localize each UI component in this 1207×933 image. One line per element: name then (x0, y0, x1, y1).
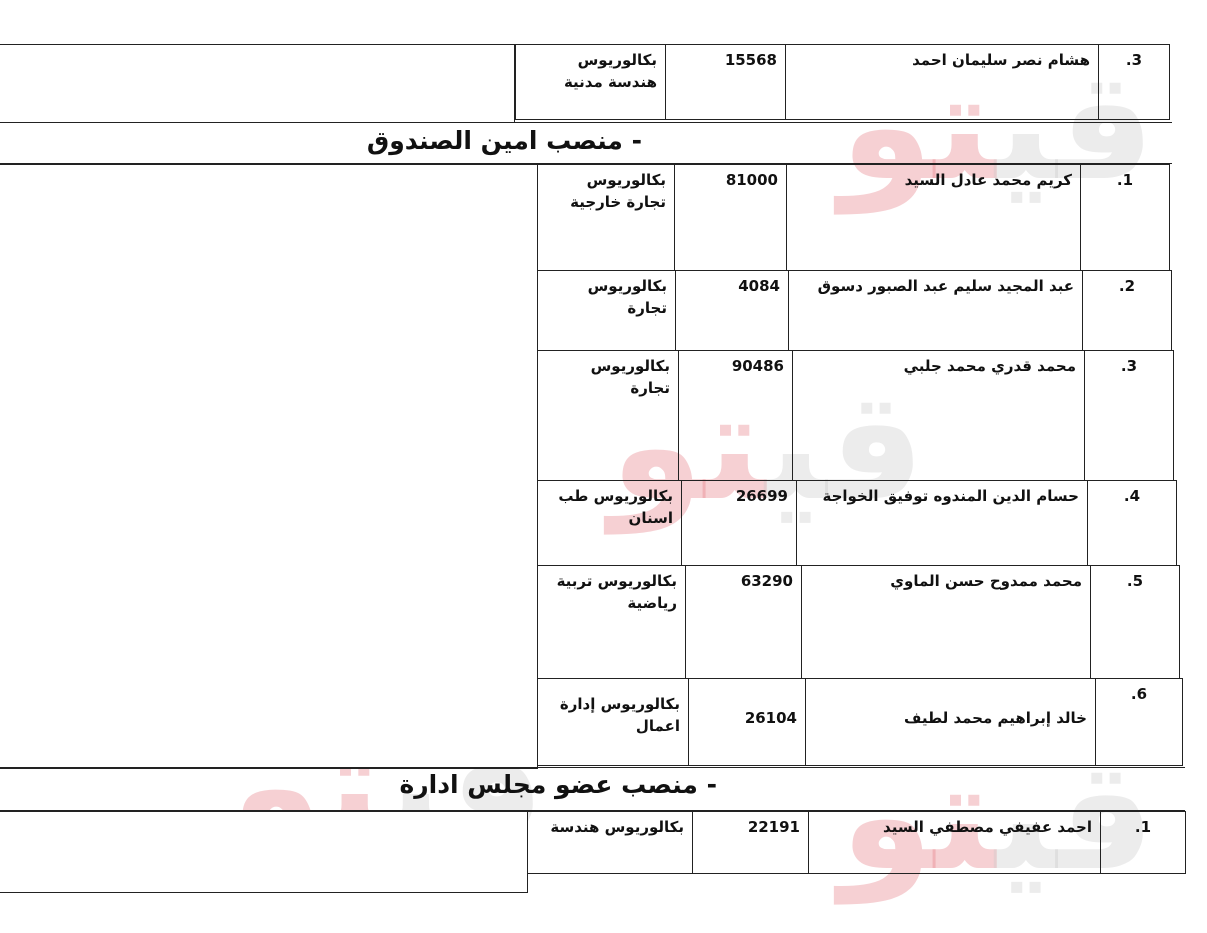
id-cell: 63290 (685, 565, 802, 679)
degree-cell: بكالوريوس تربية رياضية (537, 565, 686, 679)
name-cell: هشام نصر سليمان احمد (785, 44, 1099, 120)
row-number: 5. (1090, 565, 1180, 679)
id-cell: 15568 (665, 44, 786, 120)
section-heading-treasurer: - منصب امين الصندوق (366, 126, 642, 155)
row-number: 3. (1084, 350, 1174, 481)
blank-box (0, 811, 528, 893)
blank-box (0, 164, 538, 769)
row-number: 2. (1082, 270, 1172, 351)
degree-cell: بكالوريوس تجارة خارجية (537, 164, 675, 271)
degree-cell: بكالوريوس تجارة (537, 350, 679, 481)
divider (0, 163, 1172, 164)
divider (0, 767, 1185, 768)
id-cell: 90486 (678, 350, 793, 481)
name-cell: عبد المجيد سليم عبد الصبور دسوق (788, 270, 1083, 351)
name-cell: خالد إبراهيم محمد لطيف (805, 678, 1096, 766)
row-number: 1. (1100, 811, 1186, 874)
id-cell: 81000 (674, 164, 787, 271)
degree-cell: بكالوريوس إدارة اعمال (537, 678, 689, 766)
id-cell: 26104 (688, 678, 806, 766)
name-cell: كريم محمد عادل السيد (786, 164, 1081, 271)
name-cell: محمد ممدوح حسن الماوي (801, 565, 1091, 679)
section-heading-board: - منصب عضو مجلس ادارة (399, 770, 717, 799)
id-cell: 22191 (692, 811, 809, 874)
divider (0, 810, 1185, 811)
divider (0, 122, 1172, 123)
degree-cell: بكالوريوس طب اسنان (537, 480, 682, 566)
row-number: 1. (1080, 164, 1170, 271)
degree-cell: بكالوريوس هندسة مدنية (515, 44, 666, 120)
name-cell: احمد عفيفي مصطفي السيد (808, 811, 1101, 874)
degree-cell: بكالوريوس تجارة (537, 270, 676, 351)
blank-box (0, 44, 515, 123)
name-cell: حسام الدين المندوه توفيق الخواجة (796, 480, 1088, 566)
row-number: 6. (1095, 678, 1183, 766)
id-cell: 4084 (675, 270, 789, 351)
degree-cell: بكالوريوس هندسة (527, 811, 693, 874)
id-cell: 26699 (681, 480, 797, 566)
row-number: 3. (1098, 44, 1170, 120)
row-number: 4. (1087, 480, 1177, 566)
name-cell: محمد قدري محمد جلبي (792, 350, 1085, 481)
